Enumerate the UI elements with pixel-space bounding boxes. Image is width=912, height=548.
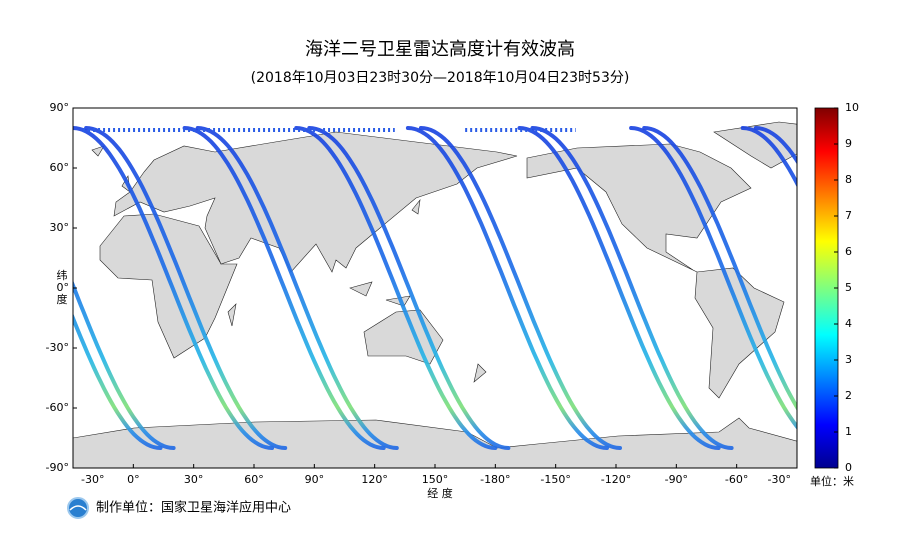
track xyxy=(294,126,498,450)
y-tick-label: -30° xyxy=(46,341,69,354)
track xyxy=(307,126,511,450)
x-tick-label: -60° xyxy=(725,473,748,486)
y-tick-label: 0° xyxy=(57,281,70,294)
x-tick-label: -180° xyxy=(480,473,510,486)
colorbar-tick-label: 7 xyxy=(845,209,852,222)
colorbar-tick-label: 9 xyxy=(845,137,852,150)
y-tick-label: 90° xyxy=(50,101,70,114)
south-america xyxy=(694,267,785,399)
track xyxy=(867,128,912,448)
track xyxy=(530,126,734,450)
x-tick-label: 0° xyxy=(127,473,140,486)
y-axis-label: 度 xyxy=(57,292,68,306)
greenland xyxy=(713,121,797,169)
x-axis-label: 经 度 xyxy=(427,486,453,500)
track xyxy=(73,126,275,450)
x-tick-label: -30° xyxy=(768,473,791,486)
x-tick-label: 120° xyxy=(361,473,388,486)
eurasia xyxy=(113,131,518,273)
colorbar-ticks: 0 1 2 3 4 5 6 7 8 9 10 xyxy=(834,101,859,474)
x-tick-label: -90° xyxy=(665,473,688,486)
track xyxy=(854,128,912,448)
track xyxy=(418,126,622,450)
x-tick-label: -30° xyxy=(81,473,104,486)
track xyxy=(405,126,609,450)
track xyxy=(84,126,288,450)
footer: 制作单位：国家卫星海洋应用中心 xyxy=(96,500,291,516)
track xyxy=(517,126,721,450)
y-tick-label: 60° xyxy=(50,161,70,174)
x-tick-label: 90° xyxy=(305,473,325,486)
colorbar-tick-label: 8 xyxy=(845,173,852,186)
track xyxy=(0,128,62,448)
colorbar-tick-label: 6 xyxy=(845,245,852,258)
y-axis-label: 纬 xyxy=(57,269,68,282)
track xyxy=(73,312,163,450)
y-tick-label: 30° xyxy=(50,221,70,234)
colorbar-tick-label: 4 xyxy=(845,317,852,330)
y-tick-label: -90° xyxy=(46,461,69,474)
x-tick-label: -150° xyxy=(540,473,570,486)
logo xyxy=(67,497,89,519)
colorbar-tick-label: 3 xyxy=(845,353,852,366)
track xyxy=(642,126,797,412)
colorbar-tick-label: 5 xyxy=(845,281,852,294)
y-tick-label: -60° xyxy=(46,401,69,414)
axes: -30° 0° 30° 60° 90° 120° 150° -180° -150° -120° -9… xyxy=(46,101,798,486)
track xyxy=(182,126,386,450)
colorbar-unit: 单位：米 xyxy=(810,474,854,488)
x-tick-label: -120° xyxy=(601,473,631,486)
x-tick-label: 60° xyxy=(244,473,264,486)
map-area xyxy=(0,108,912,468)
x-tick-label: 30° xyxy=(184,473,204,486)
colorbar-tick-label: 1 xyxy=(845,425,852,438)
x-tick-label: 150° xyxy=(422,473,449,486)
track xyxy=(195,126,399,450)
colorbar-tick-label: 10 xyxy=(845,101,859,114)
track xyxy=(629,126,797,430)
title: 海洋二号卫星雷达高度计有效波高 xyxy=(305,39,575,60)
colorbar-tick-label: 0 xyxy=(845,461,852,474)
satellite-tracks xyxy=(0,126,912,450)
track xyxy=(753,126,797,165)
africa xyxy=(99,213,238,359)
track xyxy=(0,128,49,448)
track xyxy=(740,126,797,188)
subtitle: (2018年10月03日23时30分—2018年10月04日23时53分) xyxy=(251,70,630,86)
colorbar-tick-label: 2 xyxy=(845,389,852,402)
